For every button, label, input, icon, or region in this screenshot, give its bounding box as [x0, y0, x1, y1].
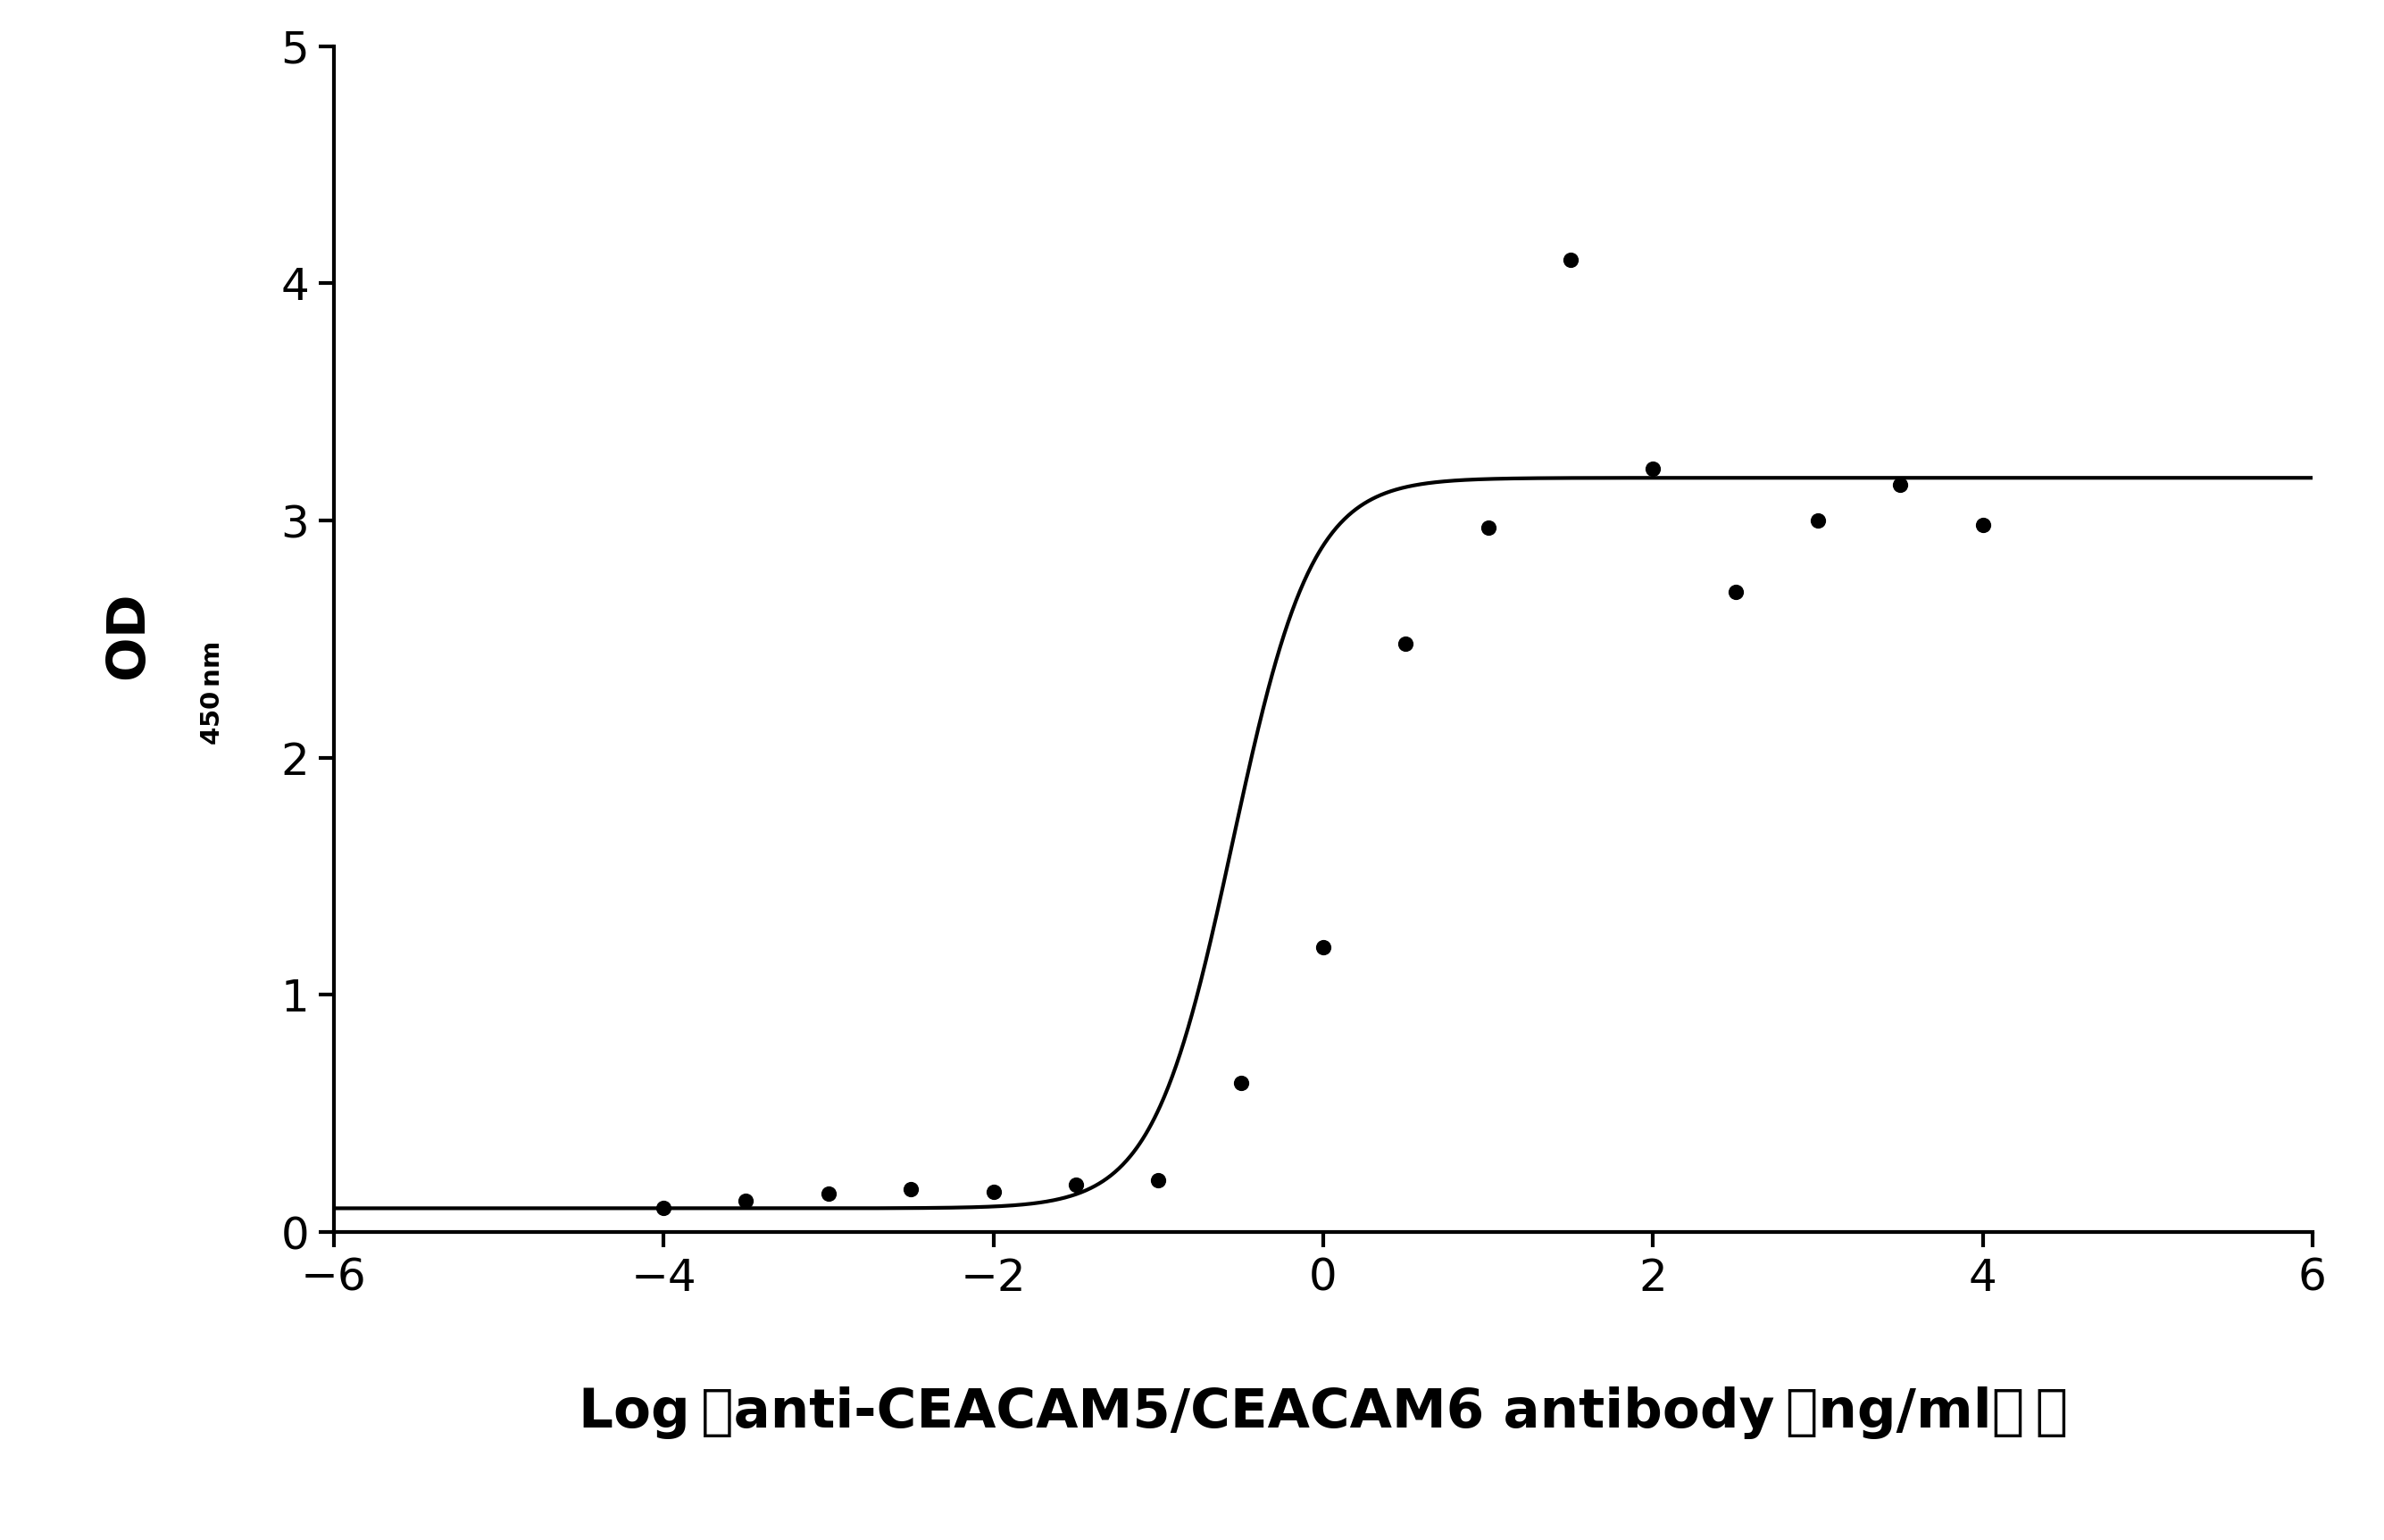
Point — [1140, 1167, 1178, 1192]
Point — [1469, 516, 1507, 541]
Point — [1056, 1172, 1094, 1197]
Point — [1387, 631, 1426, 656]
Point — [1221, 1070, 1259, 1095]
Point — [1881, 473, 1919, 497]
Point — [1800, 508, 1838, 533]
Point — [1964, 513, 2003, 537]
Point — [644, 1197, 682, 1221]
Text: $\bf{OD}$: $\bf{OD}$ — [105, 596, 157, 682]
Text: $\bf{_{450\,nm}}$: $\bf{_{450\,nm}}$ — [184, 641, 222, 745]
Point — [727, 1189, 765, 1214]
Point — [1304, 935, 1342, 959]
Point — [1716, 579, 1755, 604]
Text: Log （anti-CEACAM5/CEACAM6 antibody （ng/ml） ）: Log （anti-CEACAM5/CEACAM6 antibody （ng/m… — [579, 1386, 2067, 1438]
Point — [808, 1181, 849, 1206]
Point — [1633, 456, 1671, 480]
Point — [975, 1180, 1013, 1204]
Point — [892, 1177, 930, 1201]
Point — [1552, 248, 1590, 273]
